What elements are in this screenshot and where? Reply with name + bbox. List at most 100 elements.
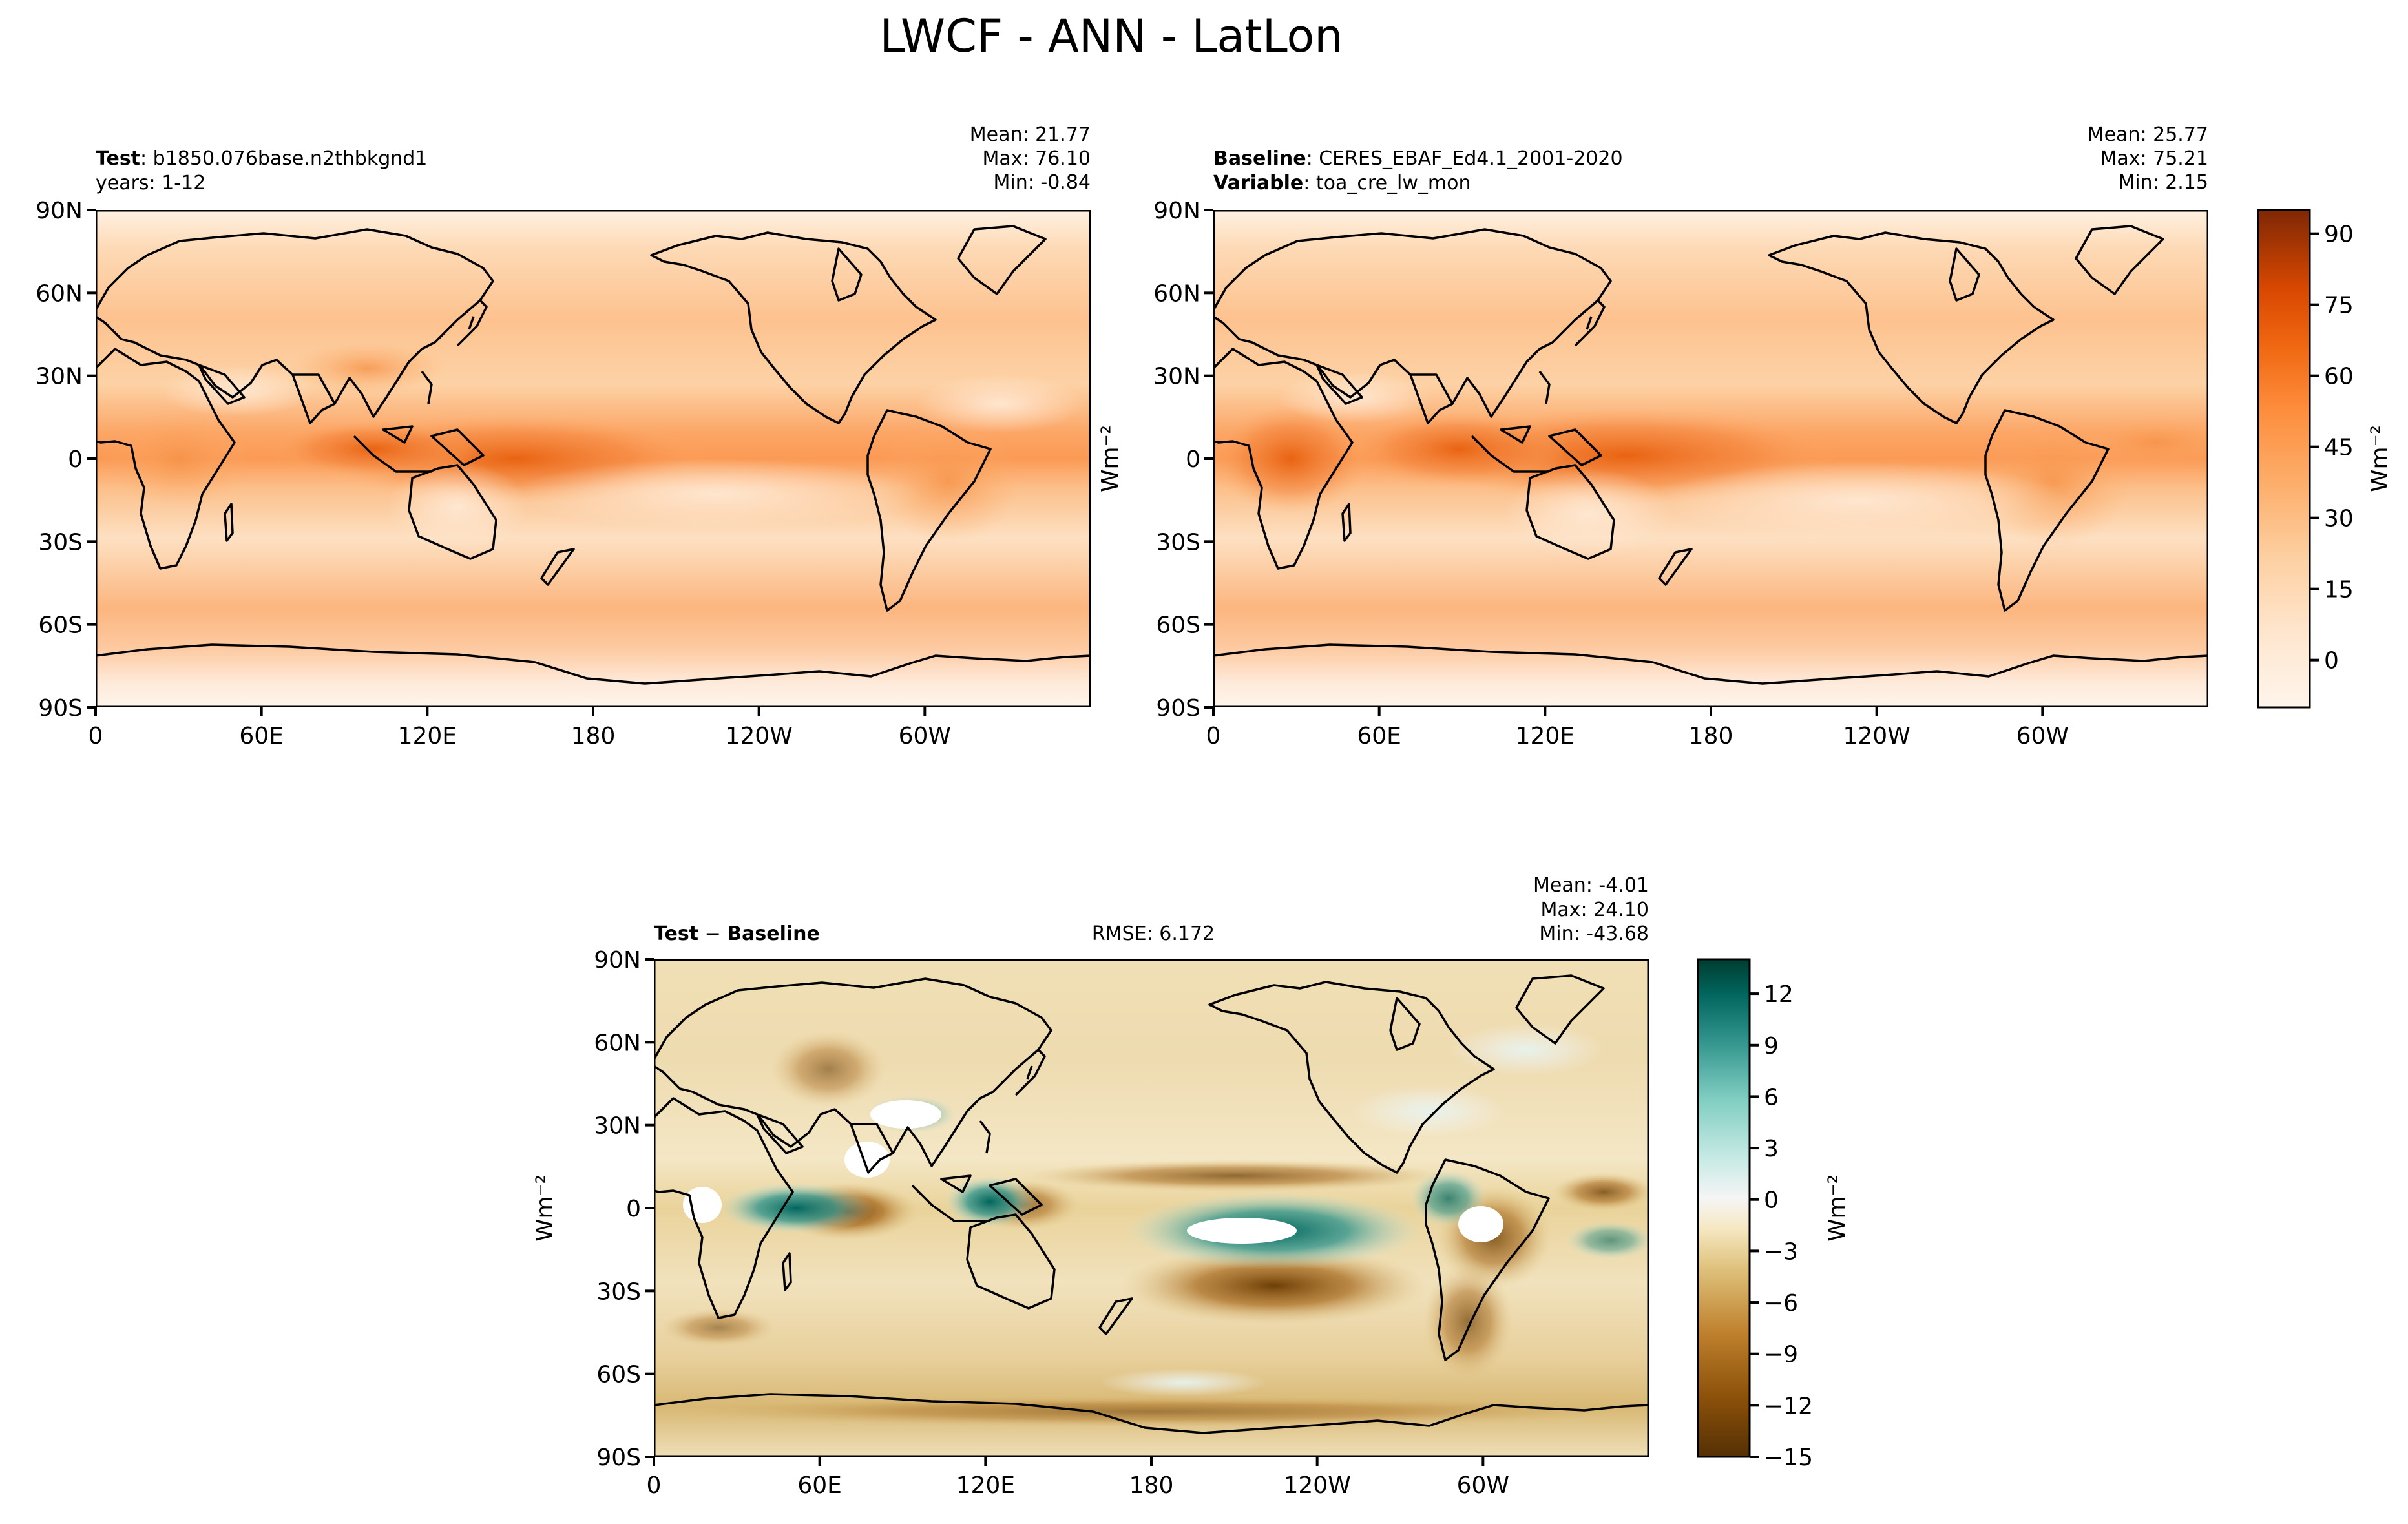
- colorbar-diff-fill: [1697, 958, 1751, 1458]
- lat-tick-label: 90N: [594, 947, 641, 974]
- colorbar-orange-fill: [2257, 209, 2311, 709]
- panel-baseline-label-rest: : CERES_EBAF_Ed4.1_2001-2020: [1306, 147, 1623, 170]
- colorbar-tick-label: 60: [2324, 364, 2354, 390]
- panel-diff-min: Min: -43.68: [1539, 923, 1649, 945]
- lat-tick-label: 90N: [36, 198, 83, 224]
- baseline-ylabel: Wm⁻²: [1097, 425, 1124, 492]
- lon-tick-label: 120E: [956, 1472, 1015, 1499]
- lat-tick-label: 0: [68, 446, 83, 473]
- panel-diff-rmse: RMSE: 6.172: [1092, 923, 1215, 945]
- test-map: [96, 210, 1091, 707]
- lat-tick-label: 90N: [1153, 198, 1200, 224]
- lon-tick-label: 0: [1206, 723, 1221, 749]
- lon-tick-label: 0: [647, 1472, 662, 1499]
- colorbar-orange: 90 75 60 45 30 15 0 Wm⁻²: [2257, 209, 2393, 709]
- baseline-lat-ticks: 90N 60N 30N 0 30S 60S 90S: [1153, 198, 1213, 722]
- panel-test-min: Min: -0.84: [994, 171, 1091, 194]
- panel-test-mean: Mean: 21.77: [970, 123, 1091, 146]
- colorbar-orange-label: Wm⁻²: [2367, 425, 2393, 492]
- lat-tick-label: 90S: [38, 695, 83, 722]
- colorbar-diff-label: Wm⁻²: [1824, 1174, 1850, 1242]
- panel-baseline: Baseline: CERES_EBAF_Ed4.1_2001-2020 Var…: [1097, 123, 2393, 749]
- lat-tick-label: 60S: [38, 612, 83, 639]
- lat-tick-label: 30N: [594, 1113, 641, 1140]
- lon-tick-label: 120E: [398, 723, 457, 749]
- colorbar-tick-label: −12: [1764, 1393, 1813, 1419]
- panel-diff-label-sep: −: [698, 923, 727, 945]
- lat-tick-label: 60N: [1153, 280, 1200, 307]
- panel-baseline-mean: Mean: 25.77: [2088, 123, 2208, 146]
- figure-title: LWCF - ANN - LatLon: [879, 10, 1343, 63]
- lon-tick-label: 60E: [797, 1472, 842, 1499]
- colorbar-tick-label: 90: [2324, 222, 2354, 248]
- colorbar-tick-label: 0: [1764, 1187, 1779, 1214]
- lat-tick-label: 90S: [1156, 695, 1200, 722]
- panel-diff: Test − Baseline RMSE: 6.172 Mean: -4.01 …: [532, 874, 1850, 1499]
- diff-lat-ticks: 90N 60N 30N 0 30S 60S 90S: [594, 947, 654, 1471]
- lat-tick-label: 30S: [596, 1279, 641, 1305]
- colorbar-tick-label: 30: [2324, 506, 2354, 532]
- lon-tick-label: 180: [571, 723, 616, 749]
- baseline-map: [1213, 210, 2208, 707]
- lon-tick-label: 180: [1689, 723, 1733, 749]
- panel-baseline-min: Min: 2.15: [2118, 171, 2208, 194]
- panel-diff-label: Test − Baseline: [654, 923, 820, 945]
- panel-test-max: Max: 76.10: [982, 147, 1091, 170]
- panel-baseline-variable-bold: Variable: [1213, 172, 1303, 194]
- colorbar-tick-label: 75: [2324, 293, 2354, 319]
- lat-tick-label: 60N: [36, 280, 83, 307]
- colorbar-tick-label: 45: [2324, 435, 2354, 461]
- lon-tick-label: 180: [1129, 1472, 1174, 1499]
- baseline-lon-ticks: 0 60E 120E 180 120W 60W: [1206, 707, 2069, 749]
- lat-tick-label: 90S: [596, 1445, 641, 1471]
- colorbar-tick-label: −6: [1764, 1290, 1798, 1317]
- lon-tick-label: 120W: [1284, 1472, 1351, 1499]
- panel-baseline-label-bold: Baseline: [1213, 147, 1306, 170]
- panel-test-label-bold: Test: [96, 147, 140, 170]
- diff-map: [654, 959, 1649, 1457]
- lon-tick-label: 120W: [726, 723, 793, 749]
- test-lat-ticks: 90N 60N 30N 0 30S 60S 90S: [36, 198, 96, 722]
- test-lon-ticks: 0 60E 120E 180 120W 60W: [89, 707, 951, 749]
- panel-baseline-variable-rest: : toa_cre_lw_mon: [1303, 172, 1471, 194]
- lon-tick-label: 60E: [239, 723, 284, 749]
- lon-tick-label: 60W: [1457, 1472, 1509, 1499]
- lat-tick-label: 60N: [594, 1030, 641, 1056]
- lat-tick-label: 30N: [1153, 364, 1200, 390]
- colorbar-tick-label: 6: [1764, 1084, 1779, 1111]
- panel-test-label-rest: : b1850.076base.n2thbkgnd1: [140, 147, 427, 170]
- colorbar-tick-label: 9: [1764, 1033, 1779, 1059]
- colorbar-diff-ticks: 12 9 6 3 0 −3 −6 −9 −12 −15: [1750, 981, 1813, 1471]
- colorbar-tick-label: −3: [1764, 1238, 1798, 1265]
- panel-diff-label-b: Baseline: [727, 923, 820, 945]
- colorbar-diff: 12 9 6 3 0 −3 −6 −9 −12 −15 Wm⁻²: [1697, 958, 1850, 1471]
- panel-test-label: Test: b1850.076base.n2thbkgnd1: [96, 147, 427, 170]
- panel-diff-mean: Mean: -4.01: [1533, 874, 1649, 897]
- panel-baseline-max: Max: 75.21: [2100, 147, 2208, 170]
- lon-tick-label: 60W: [899, 723, 951, 749]
- diff-lon-ticks: 0 60E 120E 180 120W 60W: [647, 1457, 1509, 1499]
- lon-tick-label: 60W: [2016, 723, 2069, 749]
- lon-tick-label: 120E: [1516, 723, 1575, 749]
- panel-test-years: years: 1-12: [96, 172, 205, 194]
- lat-tick-label: 30S: [1156, 529, 1200, 556]
- lon-tick-label: 0: [89, 723, 103, 749]
- colorbar-tick-label: 15: [2324, 577, 2354, 603]
- panel-baseline-label: Baseline: CERES_EBAF_Ed4.1_2001-2020: [1213, 147, 1623, 170]
- panel-test: Test: b1850.076base.n2thbkgnd1 years: 1-…: [36, 123, 1091, 749]
- diff-ylabel: Wm⁻²: [532, 1174, 558, 1242]
- lat-tick-label: 30S: [38, 529, 83, 556]
- colorbar-tick-label: 12: [1764, 981, 1794, 1008]
- colorbar-tick-label: −15: [1764, 1445, 1813, 1471]
- panel-baseline-variable: Variable: toa_cre_lw_mon: [1213, 172, 1471, 194]
- lon-tick-label: 120W: [1843, 723, 1911, 749]
- colorbar-orange-ticks: 90 75 60 45 30 15 0: [2310, 222, 2354, 674]
- lat-tick-label: 0: [1186, 446, 1200, 473]
- colorbar-tick-label: 3: [1764, 1136, 1779, 1162]
- lat-tick-label: 60S: [1156, 612, 1200, 639]
- lat-tick-label: 0: [626, 1196, 641, 1222]
- panel-diff-label-a: Test: [654, 923, 698, 945]
- lon-tick-label: 60E: [1357, 723, 1401, 749]
- colorbar-tick-label: 0: [2324, 648, 2339, 674]
